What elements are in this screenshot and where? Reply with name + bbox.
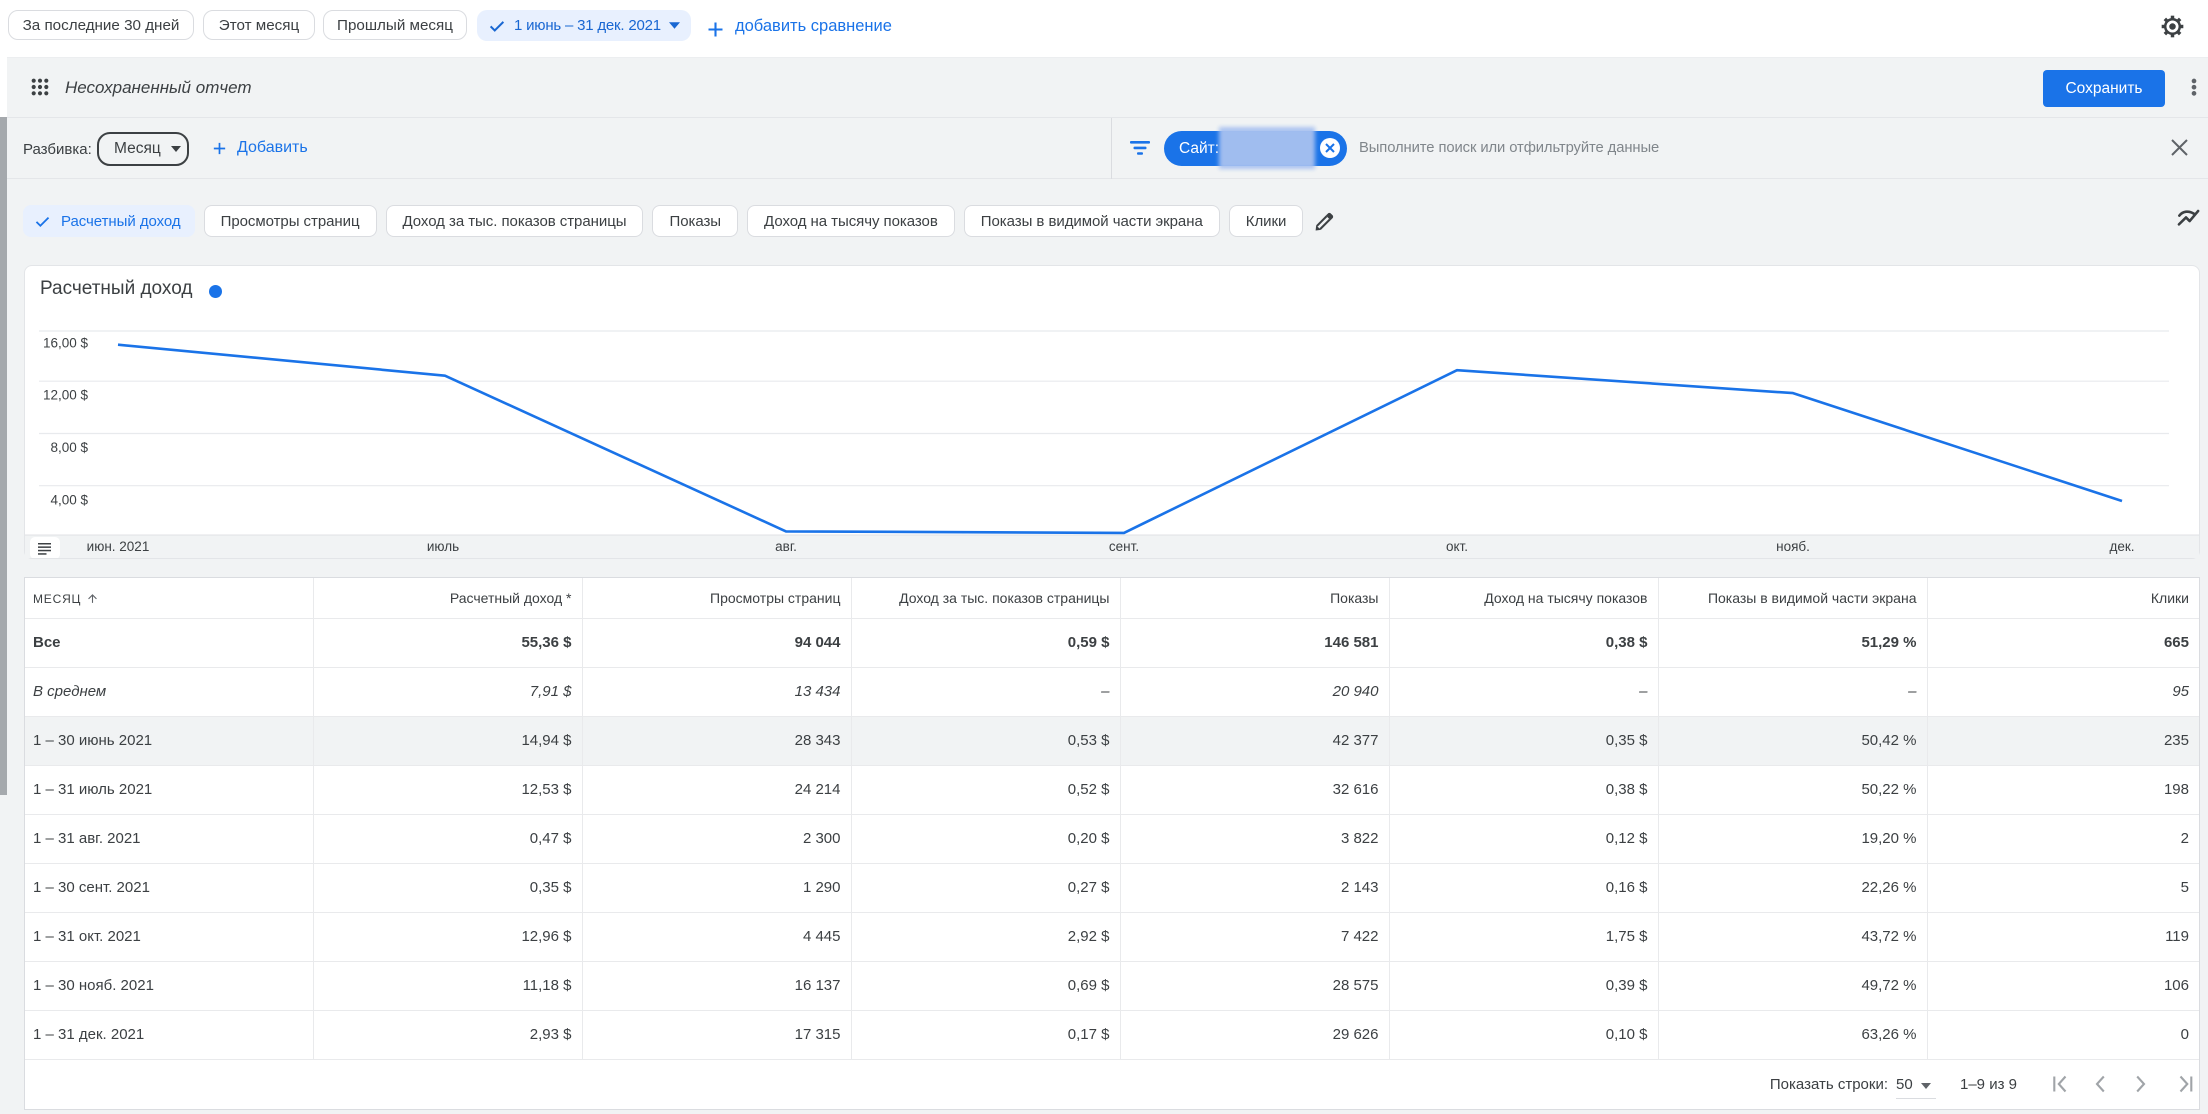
svg-text:июн. 2021: июн. 2021 (87, 539, 150, 554)
svg-text:8,00 $: 8,00 $ (50, 440, 88, 455)
svg-text:нояб.: нояб. (1776, 539, 1810, 554)
svg-text:авг.: авг. (775, 539, 797, 554)
svg-text:июль: июль (427, 539, 459, 554)
svg-text:12,00 $: 12,00 $ (43, 388, 89, 403)
svg-text:дек.: дек. (2109, 539, 2134, 554)
svg-text:сент.: сент. (1109, 539, 1139, 554)
svg-text:16,00 $: 16,00 $ (43, 336, 89, 351)
svg-text:окт.: окт. (1446, 539, 1468, 554)
svg-text:4,00 $: 4,00 $ (50, 493, 88, 508)
